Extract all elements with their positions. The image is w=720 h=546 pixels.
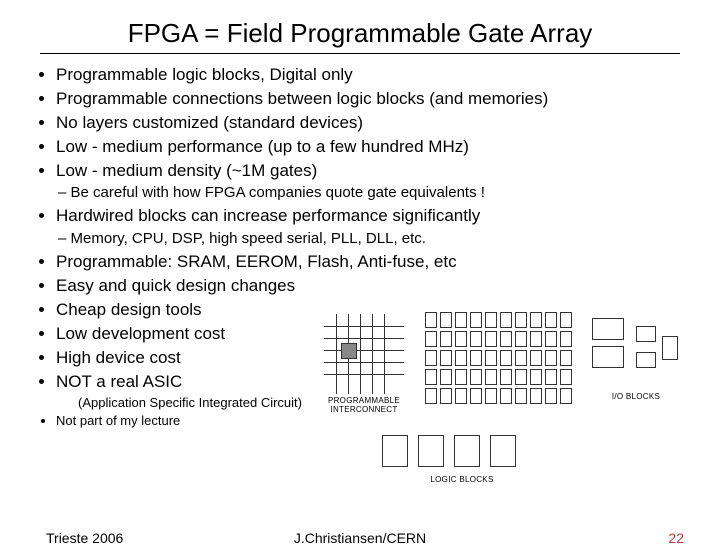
bullet-item: Hardwired blocks can increase performanc… <box>56 205 690 227</box>
interconnect-label: PROGRAMMABLE INTERCONNECT <box>318 396 410 414</box>
slide-title: FPGA = Field Programmable Gate Array <box>30 18 690 49</box>
fpga-architecture-diagram: PROGRAMMABLE INTERCONNECT <box>310 308 690 488</box>
diagram-content: PROGRAMMABLE INTERCONNECT <box>310 308 690 488</box>
logic-schematic <box>372 429 552 473</box>
clb-array-block <box>425 312 575 412</box>
logic-blocks-label: LOGIC BLOCKS <box>372 475 552 484</box>
bullet-item: Programmable: SRAM, EEROM, Flash, Anti-f… <box>56 251 690 273</box>
interconnect-grid <box>324 314 404 394</box>
logic-blocks-region: LOGIC BLOCKS <box>372 429 552 484</box>
clb-row <box>425 312 575 328</box>
sub-bullet-item: Memory, CPU, DSP, high speed serial, PLL… <box>58 230 690 247</box>
bullet-list: Programmable logic blocks, Digital only … <box>30 64 690 182</box>
title-underline <box>40 53 680 54</box>
sub-bullet-list: Be careful with how FPGA companies quote… <box>30 184 690 201</box>
bullet-item: Programmable connections between logic b… <box>56 88 690 110</box>
io-label: I/O BLOCKS <box>586 392 686 401</box>
bullet-item: Low - medium density (~1M gates) <box>56 160 690 182</box>
footer-center: J.Christiansen/CERN <box>0 530 720 546</box>
switch-chip-icon <box>341 343 357 359</box>
clb-cell <box>425 312 437 328</box>
slide-container: FPGA = Field Programmable Gate Array Pro… <box>0 0 720 540</box>
page-number: 22 <box>668 530 684 546</box>
io-blocks-region: I/O BLOCKS <box>586 312 686 401</box>
bullet-item: Low - medium performance (up to a few hu… <box>56 136 690 158</box>
programmable-interconnect-block: PROGRAMMABLE INTERCONNECT <box>318 314 410 414</box>
bullet-list: Hardwired blocks can increase performanc… <box>30 205 690 227</box>
sub-bullet-item: Be careful with how FPGA companies quote… <box>58 184 690 201</box>
io-schematic <box>586 312 686 390</box>
bullet-item: Programmable logic blocks, Digital only <box>56 64 690 86</box>
bullet-item: Easy and quick design changes <box>56 275 346 297</box>
bullet-item: No layers customized (standard devices) <box>56 112 690 134</box>
sub-bullet-list: Memory, CPU, DSP, high speed serial, PLL… <box>30 230 690 247</box>
